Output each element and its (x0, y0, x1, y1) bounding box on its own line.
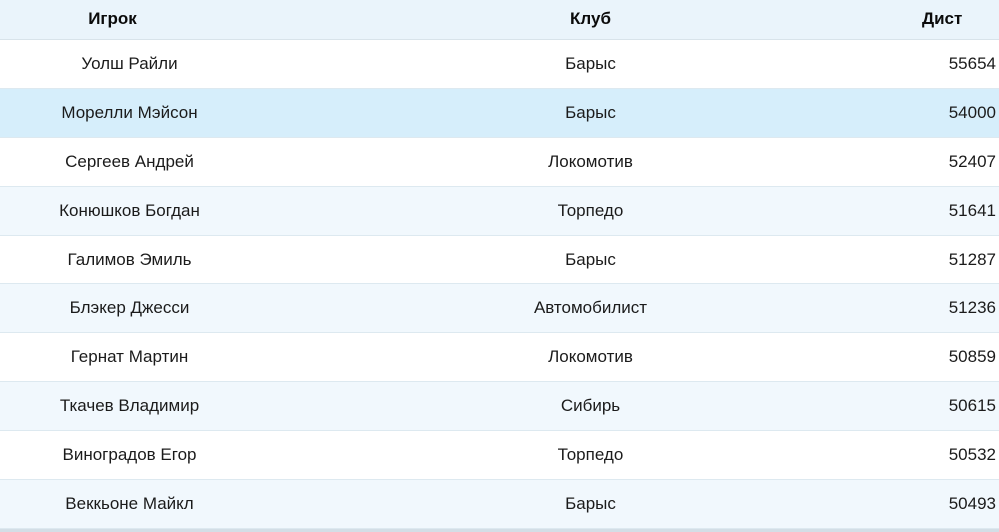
table-bottom-border (0, 528, 999, 532)
player-cell: Уолш Райли (81, 53, 178, 73)
club-cell: Барыс (565, 53, 616, 73)
club-cell: Локомотив (548, 151, 633, 171)
dist-cell: 50615 (948, 396, 996, 416)
dist-cell: 51641 (948, 200, 996, 220)
player-cell: Веккьоне Майкл (65, 494, 194, 514)
player-cell: Галимов Эмиль (67, 249, 192, 269)
dist-cell: 50532 (948, 445, 996, 465)
column-header-dist[interactable]: Дист (922, 9, 963, 29)
club-cell: Барыс (565, 249, 616, 269)
player-cell: Виноградов Егор (62, 445, 197, 465)
table-row[interactable]: Галимов Эмиль Барыс 51287 (0, 235, 999, 285)
player-cell: Блэкер Джесси (69, 298, 190, 318)
dist-cell: 50493 (948, 494, 996, 514)
player-cell: Ткачев Владимир (59, 396, 200, 416)
column-header-club[interactable]: Клуб (570, 9, 611, 29)
dist-cell: 54000 (948, 102, 996, 122)
table-row[interactable]: Гернат Мартин Локомотив 50859 (0, 333, 999, 383)
table-row[interactable]: Виноградов Егор Торпедо 50532 (0, 431, 999, 481)
dist-cell: 52407 (948, 151, 996, 171)
table-row[interactable]: Веккьоне Майкл Барыс 50493 (0, 480, 999, 529)
table-row-highlighted[interactable]: Морелли Мэйсон Барыс 54000 (0, 88, 999, 138)
dist-cell: 51287 (948, 249, 996, 269)
table-row[interactable]: Конюшков Богдан Торпедо 51641 (0, 186, 999, 236)
club-cell: Локомотив (548, 347, 633, 367)
club-cell: Сибирь (560, 396, 621, 416)
table-row[interactable]: Сергеев Андрей Локомотив 52407 (0, 137, 999, 187)
dist-cell: 55654 (948, 53, 996, 73)
column-header-player[interactable]: Игрок (88, 9, 137, 29)
club-cell: Торпедо (557, 200, 624, 220)
player-cell: Сергеев Андрей (65, 151, 194, 171)
table-row[interactable]: Ткачев Владимир Сибирь 50615 (0, 382, 999, 432)
club-cell: Барыс (565, 102, 616, 122)
club-cell: Автомобилист (533, 298, 648, 318)
dist-cell: 50859 (948, 347, 996, 367)
club-cell: Барыс (565, 494, 616, 514)
table-row[interactable]: Блэкер Джесси Автомобилист 51236 (0, 284, 999, 334)
table-row[interactable]: Уолш Райли Барыс 55654 (0, 39, 999, 89)
dist-cell: 51236 (948, 298, 996, 318)
table-header: Игрок Клуб Дист (0, 0, 999, 40)
club-cell: Торпедо (557, 445, 624, 465)
player-cell: Конюшков Богдан (59, 200, 200, 220)
player-cell: Морелли Мэйсон (61, 102, 198, 122)
player-cell: Гернат Мартин (70, 347, 189, 367)
